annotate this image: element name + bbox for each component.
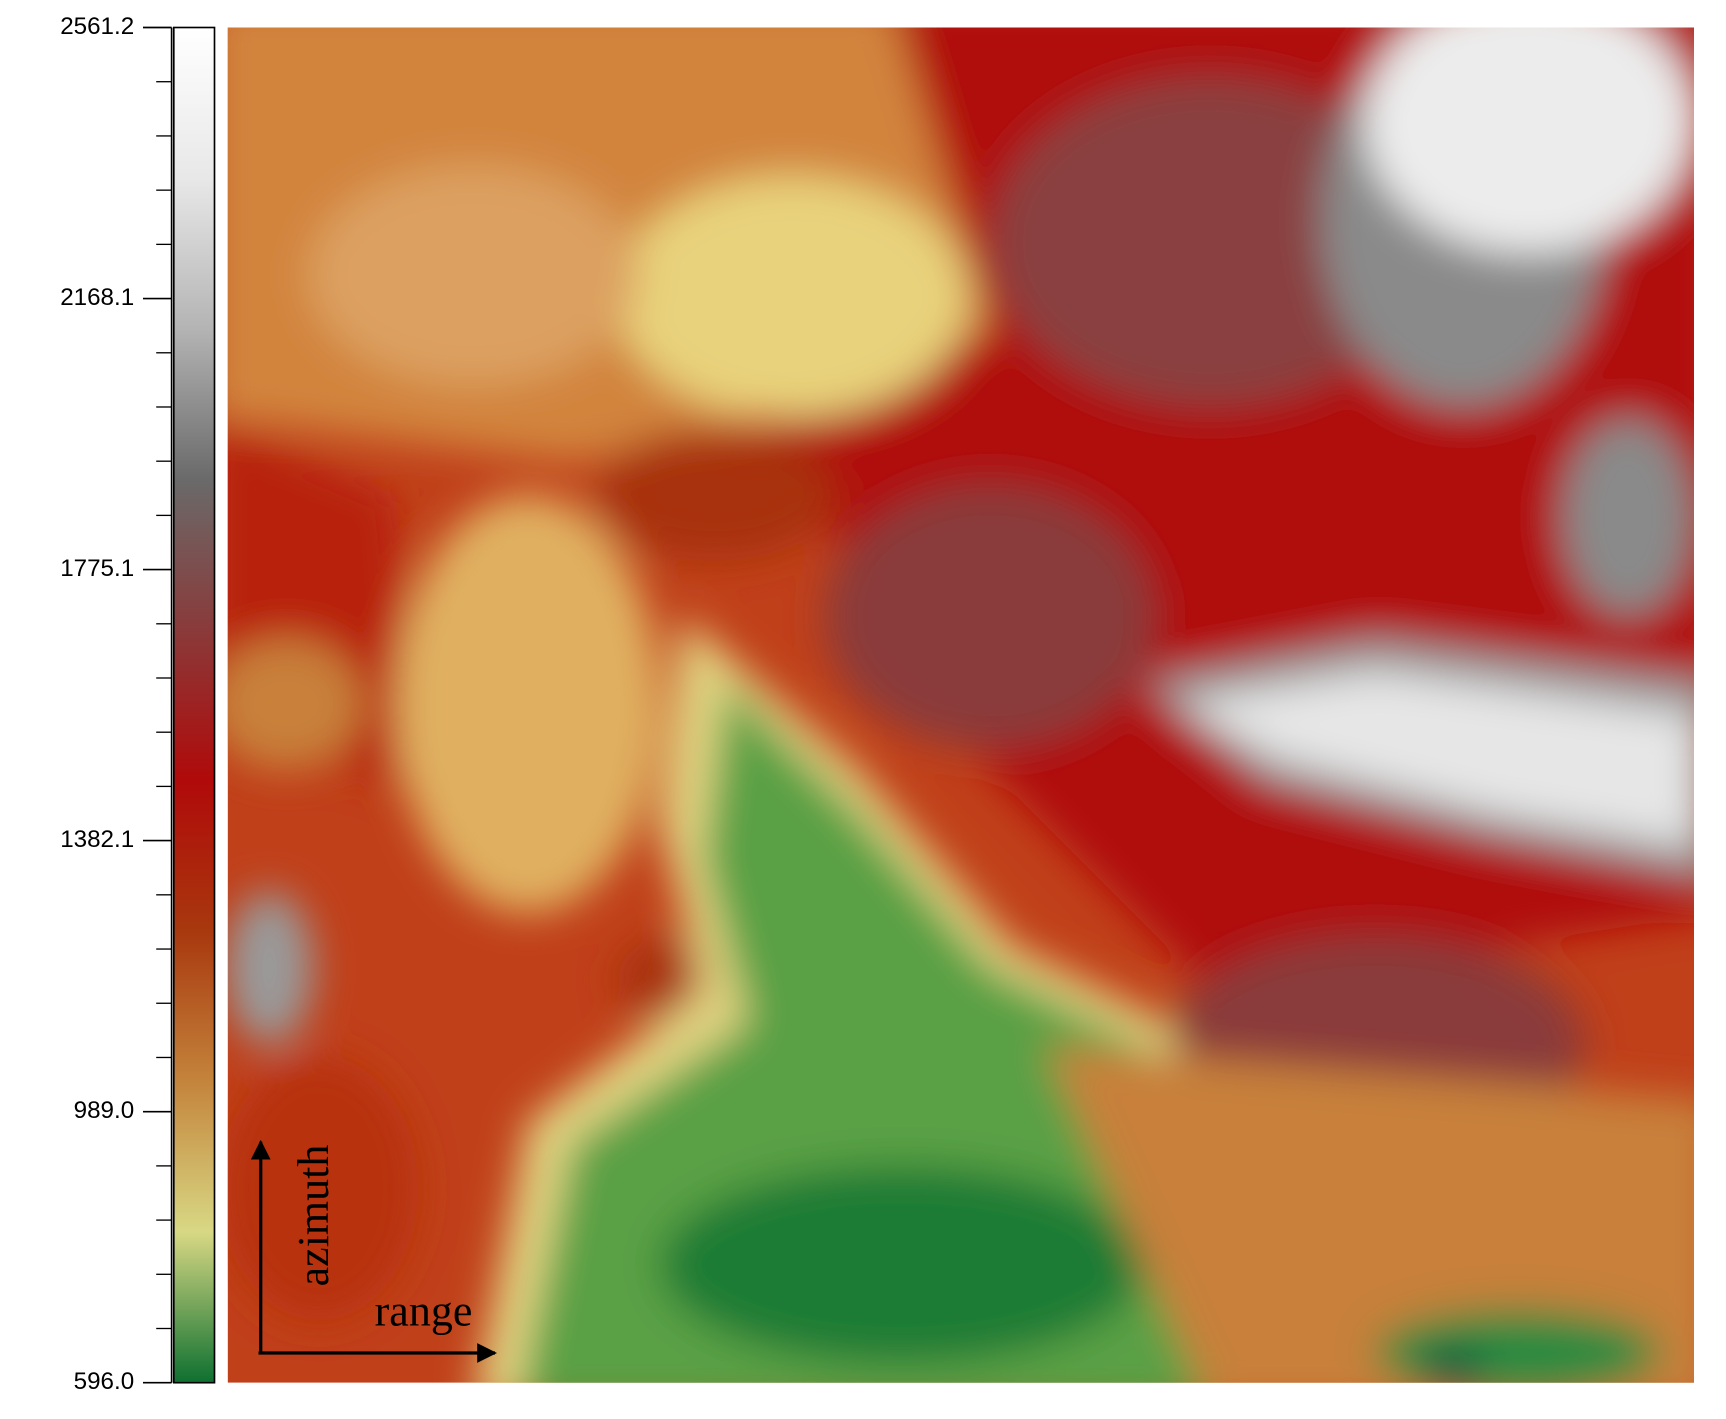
elevation-map [227,27,1695,1383]
azimuth-label: azimuth [289,1145,338,1287]
colorbar-tick-label: 989.0 [74,1097,135,1124]
colorbar-tick-label: 2561.2 [60,13,134,40]
figure: azimuth range 596.0 989.0 1382.1 1775.1 2168… [60,13,1695,1395]
range-label: range [375,1287,473,1336]
colorbar-tick-label: 1775.1 [60,555,134,582]
colorbar-tick-label: 2168.1 [60,284,134,311]
colorbar-tick-label: 596.0 [74,1368,135,1395]
colorbar-tick-label: 1382.1 [60,826,134,853]
colorbar [172,26,216,1384]
